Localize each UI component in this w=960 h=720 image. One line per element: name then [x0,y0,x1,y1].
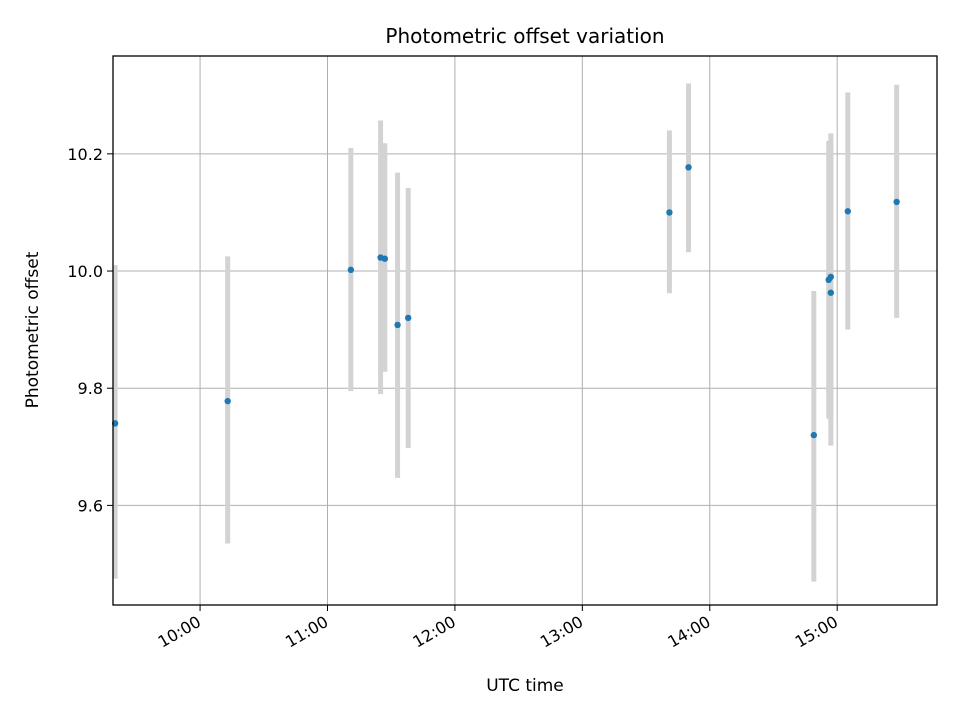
y-axis-label: Photometric offset [23,251,43,408]
data-point [666,209,673,216]
data-point [893,198,900,206]
y-tick-label: 9.6 [78,496,103,515]
y-tick-label: 9.8 [78,379,103,398]
data-point [685,164,692,171]
data-point [224,397,231,405]
y-tick-label: 10.0 [67,262,103,281]
data-point [810,431,818,439]
x-axis-label: UTC time [486,676,564,696]
data-point [827,289,835,296]
grid [113,56,937,605]
plot-frame [112,55,938,606]
data-point [404,314,412,322]
data-point [381,255,389,262]
data-point [347,266,355,274]
data-points [111,164,900,439]
data-point [394,321,401,329]
chart-title: Photometric offset variation [385,24,664,48]
y-axis: 9.6 9.8 10.0 10.2 [67,145,113,515]
data-point [827,273,835,281]
y-tick-label: 10.2 [67,145,103,164]
data-point [844,208,852,215]
